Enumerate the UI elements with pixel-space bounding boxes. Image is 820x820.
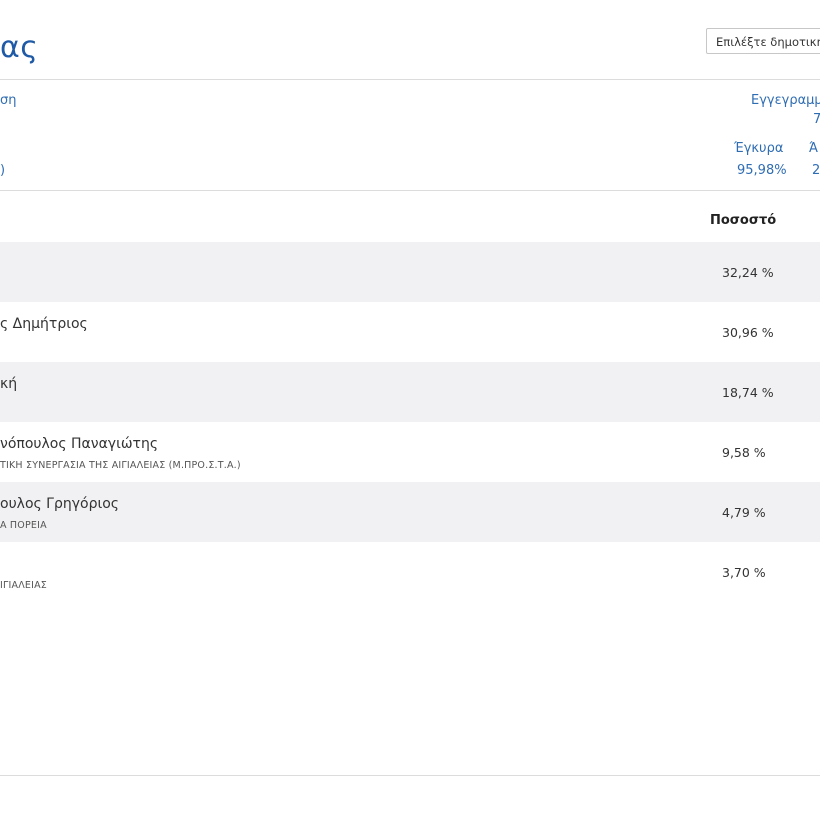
candidate-percent: 4,79 % <box>722 505 766 520</box>
candidate-party: ΙΓΙΑΛΕΙΑΣ <box>0 580 47 591</box>
candidate-percent: 18,74 % <box>722 385 774 400</box>
footer-divider <box>0 775 820 776</box>
table-row: νόπουλος Παναγιώτης ΤΙΚΗ ΣΥΝΕΡΓΑΣΙΑ ΤΗΣ … <box>0 422 820 482</box>
table-row: ουλος Γρηγόριος Α ΠΟΡΕΙΑ 4,79 % <box>0 482 820 542</box>
candidate-percent: 3,70 % <box>722 565 766 580</box>
candidate-party: ΤΙΚΗ ΣΥΝΕΡΓΑΣΙΑ ΤΗΣ ΑΙΓΙΑΛΕΙΑΣ (Μ.ΠΡΟ.Σ.… <box>0 460 241 471</box>
summary-link-top[interactable]: ση <box>0 93 17 108</box>
candidate-percent: 30,96 % <box>722 325 774 340</box>
header-divider <box>0 79 820 80</box>
table-row: κή 18,74 % <box>0 362 820 422</box>
percent-column-header: Ποσοστό <box>710 213 777 228</box>
summary-link-bottom[interactable]: ) <box>0 163 6 178</box>
summary-divider <box>0 190 820 191</box>
candidate-name: κή <box>0 376 18 392</box>
invalid-label: Ά <box>809 141 819 156</box>
municipality-select[interactable]: Επιλέξτε δημοτική <box>706 28 820 54</box>
candidate-party: Α ΠΟΡΕΙΑ <box>0 520 47 531</box>
registered-label: Εγγεγραμμ <box>751 93 820 108</box>
registered-value: 7 <box>813 112 820 127</box>
table-row: ς Δημήτριος 30,96 % <box>0 302 820 362</box>
candidate-name: ς Δημήτριος <box>0 316 88 332</box>
table-row: 32,24 % <box>0 242 820 302</box>
invalid-value: 2 <box>812 163 820 178</box>
valid-value: 95,98% <box>737 163 787 178</box>
candidate-percent: 32,24 % <box>722 265 774 280</box>
valid-label: Έγκυρα <box>734 141 784 156</box>
page-title: ας <box>0 30 39 65</box>
candidate-percent: 9,58 % <box>722 445 766 460</box>
table-row: ΙΓΙΑΛΕΙΑΣ 3,70 % <box>0 542 820 602</box>
candidate-name: ουλος Γρηγόριος <box>0 496 119 512</box>
candidate-name: νόπουλος Παναγιώτης <box>0 436 159 452</box>
